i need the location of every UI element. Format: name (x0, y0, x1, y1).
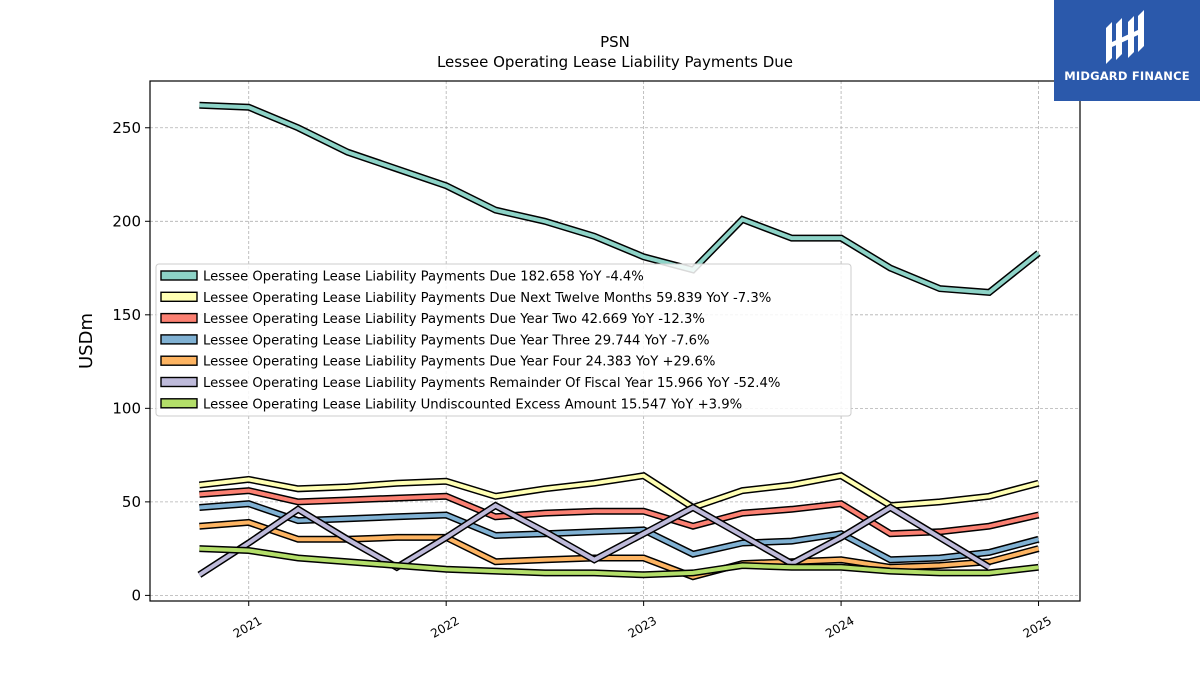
y-tick-label: 250 (112, 119, 141, 137)
series-line (199, 488, 1039, 536)
series-line (199, 103, 1040, 295)
series-6 (197, 501, 992, 578)
y-tick-label: 100 (112, 399, 141, 417)
y-axis-label: USDm (76, 313, 97, 369)
series-line (199, 473, 1040, 510)
y-tick-label: 150 (112, 306, 141, 324)
x-tick-label: 2023 (626, 613, 659, 640)
chart-title: PSN (600, 33, 630, 51)
series-line (199, 546, 1039, 577)
legend-label: Lessee Operating Lease Liability Payment… (203, 270, 644, 285)
legend: Lessee Operating Lease Liability Payment… (155, 263, 852, 417)
series-3 (199, 487, 1040, 538)
legend-item: Lessee Operating Lease Liability Payment… (160, 355, 715, 370)
midgard-logo-icon (1106, 10, 1144, 64)
y-tick-label: 200 (112, 212, 141, 230)
series-line (199, 520, 1040, 579)
x-tick-label: 2022 (428, 613, 461, 640)
axis-ticks: 0 50 100 150 200 250 2021 2022 2023 2024 2025 (112, 119, 1054, 641)
x-tick-label: 2021 (231, 613, 264, 640)
y-tick-label: 50 (122, 493, 141, 511)
legend-swatch (160, 355, 198, 366)
series-1 (199, 101, 1041, 296)
series-line (198, 503, 991, 577)
legend-label: Lessee Operating Lease Liability Payment… (203, 376, 780, 391)
legend-swatch (160, 291, 198, 302)
legend-item: Lessee Operating Lease Liability Undisco… (160, 397, 742, 412)
legend-swatch (160, 334, 198, 345)
brand-name: MIDGARD FINANCE (1064, 69, 1190, 83)
legend-swatch (160, 312, 198, 324)
legend-swatch (160, 376, 198, 388)
series-lines (197, 101, 1041, 581)
legend-item: Lessee Operating Lease Liability Payment… (160, 333, 710, 348)
legend-item: Lessee Operating Lease Liability Payment… (160, 312, 705, 327)
plot-frame (149, 80, 1081, 602)
legend-swatch (160, 398, 198, 409)
legend-label: Lessee Operating Lease Liability Payment… (203, 333, 710, 348)
legend-swatch (160, 270, 198, 281)
y-tick-label: 0 (131, 586, 141, 604)
series-2 (199, 472, 1040, 512)
series-4 (199, 500, 1040, 564)
legend-label: Lessee Operating Lease Liability Payment… (203, 291, 771, 306)
legend-label: Lessee Operating Lease Liability Payment… (203, 312, 705, 327)
legend-box (155, 263, 852, 417)
x-tick-label: 2024 (823, 613, 856, 640)
legend-label: Lessee Operating Lease Liability Payment… (203, 355, 715, 370)
series-line (199, 501, 1040, 562)
legend-item: Lessee Operating Lease Liability Payment… (160, 376, 780, 391)
series-7 (199, 545, 1039, 579)
legend-label: Lessee Operating Lease Liability Undisco… (203, 397, 742, 412)
chart-subtitle: Lessee Operating Lease Liability Payment… (437, 53, 793, 71)
x-tick-label: 2025 (1021, 613, 1054, 640)
brand-logo: MIDGARD FINANCE (1054, 0, 1200, 101)
legend-item: Lessee Operating Lease Liability Payment… (160, 270, 644, 285)
series-5 (199, 518, 1040, 581)
legend-item: Lessee Operating Lease Liability Payment… (160, 291, 771, 306)
